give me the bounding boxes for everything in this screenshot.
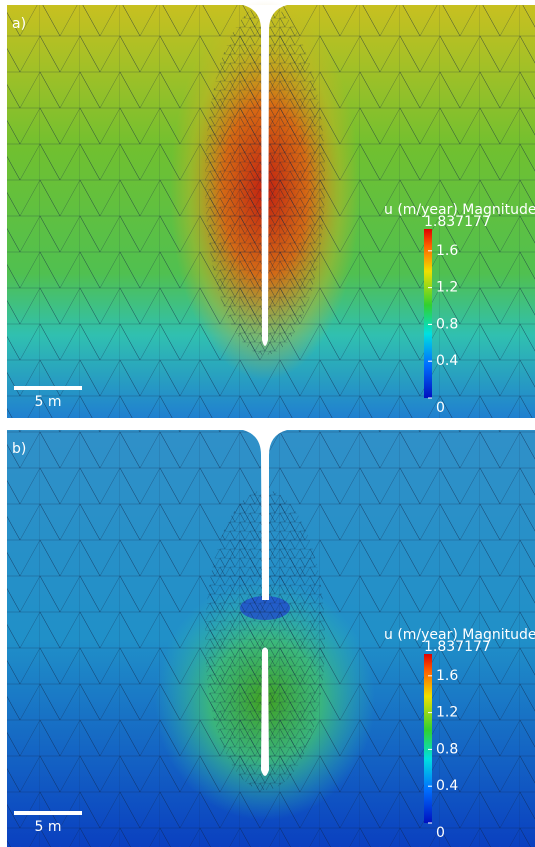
colorbar-tick-label: 0.4 [436, 778, 458, 794]
colorbar-tick-label: 0.4 [436, 353, 458, 369]
colorbar [424, 654, 432, 823]
colorbar-tick-label: 1.6 [436, 243, 458, 259]
colorbar-max: 1.837177 [424, 639, 491, 655]
crack-lower [261, 648, 269, 777]
scale-bar-label: 5 m [35, 819, 62, 835]
colorbar-tick-label: 0 [436, 825, 445, 841]
colorbar-tick-label: 1.2 [436, 705, 458, 721]
colorbar-tick-label: 1.2 [436, 280, 458, 296]
colorbar-tick-label: 0.8 [436, 741, 458, 757]
scale-bar-label: 5 m [35, 394, 62, 410]
panel-label: a) [12, 16, 26, 32]
panel-label: b) [12, 441, 26, 457]
colorbar-tick-label: 0 [436, 400, 445, 416]
colorbar-max: 1.837177 [424, 214, 491, 230]
colorbar [424, 229, 432, 398]
colorbar-tick-label: 1.6 [436, 668, 458, 684]
colorbar-tick-label: 0.8 [436, 316, 458, 332]
figure: a)5 mu (m/year) Magnitude1.83717700.40.8… [0, 0, 535, 847]
